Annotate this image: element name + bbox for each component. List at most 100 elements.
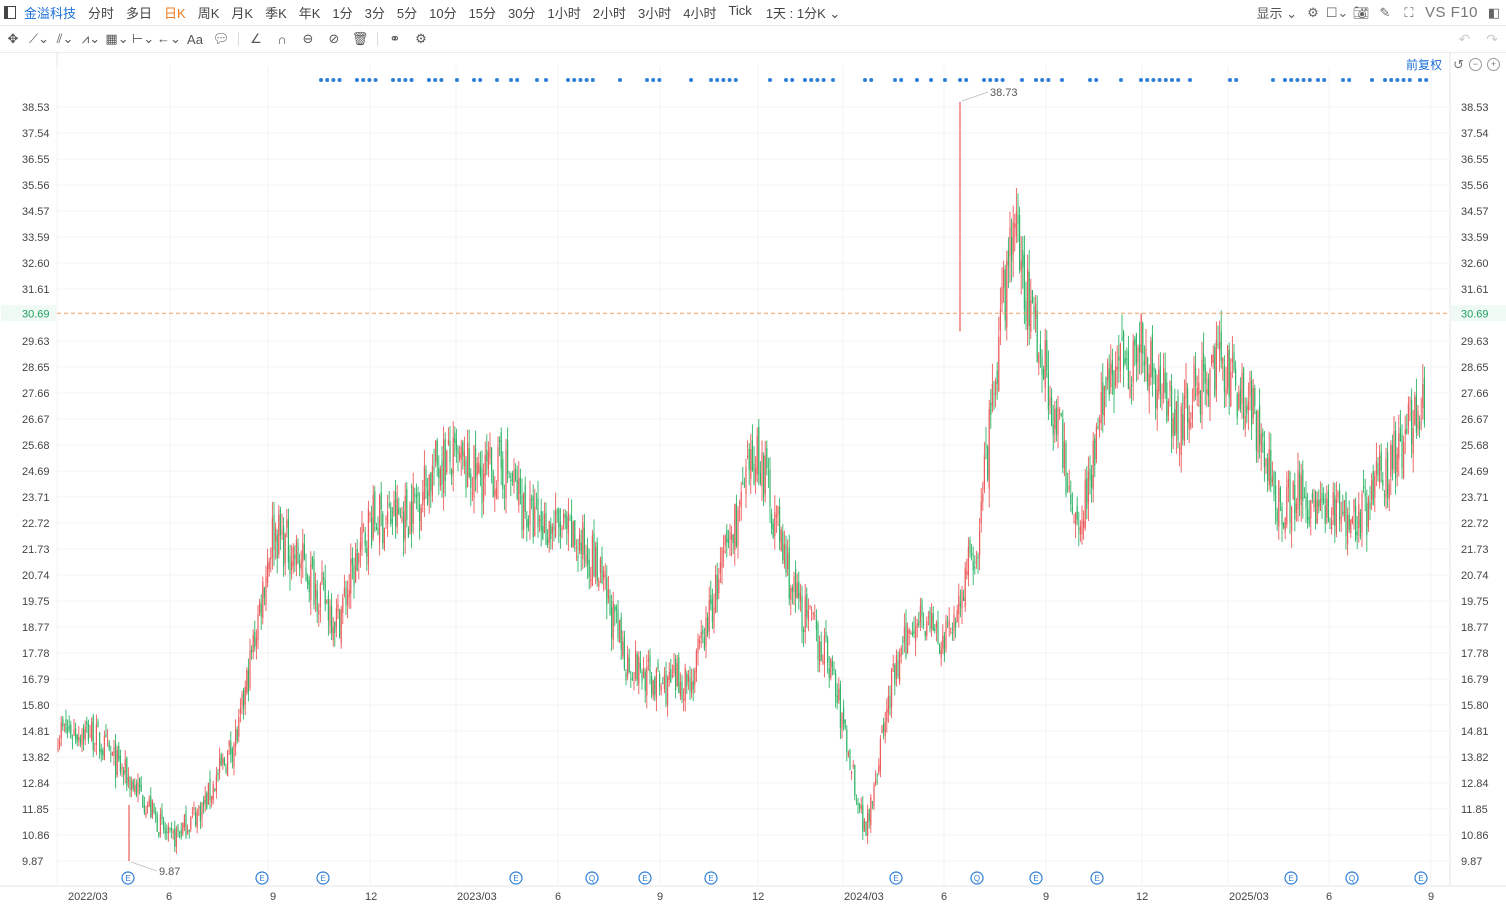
signal-dot[interactable] bbox=[915, 78, 919, 82]
signal-dot[interactable] bbox=[831, 78, 835, 82]
signal-dot[interactable] bbox=[325, 78, 330, 82]
signal-dot[interactable] bbox=[733, 78, 738, 82]
event-marker[interactable]: E bbox=[642, 874, 647, 883]
tab-period-1[interactable]: 多日 bbox=[126, 6, 153, 21]
event-marker-ring[interactable] bbox=[1345, 871, 1359, 885]
signal-dot[interactable] bbox=[578, 78, 583, 82]
signal-dot[interactable] bbox=[651, 78, 656, 82]
undo-icon[interactable]: ↶ bbox=[1458, 30, 1471, 47]
signal-dot[interactable] bbox=[1170, 78, 1174, 82]
fib-tool-icon[interactable]: ▦⌄ bbox=[105, 31, 129, 46]
event-marker[interactable]: E bbox=[320, 874, 325, 883]
tab-period-2[interactable]: 日K bbox=[164, 6, 186, 21]
signal-dot[interactable] bbox=[618, 78, 622, 82]
tab-period-12[interactable]: 30分 bbox=[508, 6, 536, 21]
signal-dot[interactable] bbox=[1040, 78, 1045, 82]
event-marker[interactable]: Q bbox=[974, 874, 980, 883]
signal-dot[interactable] bbox=[472, 78, 476, 82]
event-marker[interactable]: E bbox=[1033, 874, 1038, 883]
event-marker-ring[interactable] bbox=[889, 871, 903, 885]
tab-period-16[interactable]: 4小时 bbox=[683, 6, 717, 21]
fullscreen-icon[interactable]: ⛶ bbox=[1404, 4, 1414, 20]
signal-dot[interactable] bbox=[689, 78, 693, 82]
signal-dot[interactable] bbox=[899, 78, 904, 82]
signal-dot[interactable] bbox=[727, 78, 732, 82]
channel-tool-icon[interactable]: ⫽⌄ bbox=[56, 31, 74, 46]
signal-dot[interactable] bbox=[1234, 78, 1239, 82]
signal-dot[interactable] bbox=[657, 78, 662, 82]
signal-dot[interactable] bbox=[1094, 78, 1099, 82]
zoom-out-icon[interactable]: − bbox=[1469, 57, 1482, 71]
signal-dot[interactable] bbox=[958, 78, 962, 82]
event-marker-ring[interactable] bbox=[1414, 871, 1428, 885]
signal-dot[interactable] bbox=[715, 78, 720, 82]
signal-dot[interactable] bbox=[1307, 78, 1312, 82]
stock-name[interactable]: 金溢科技 bbox=[24, 6, 77, 21]
range-selector[interactable]: 1天 : 1分K ⌄ bbox=[765, 6, 841, 21]
signal-dot[interactable] bbox=[790, 78, 795, 82]
signal-dot[interactable] bbox=[1383, 78, 1387, 82]
signal-dot[interactable] bbox=[478, 78, 483, 82]
signal-dot[interactable] bbox=[815, 78, 820, 82]
tab-period-6[interactable]: 年K bbox=[298, 6, 321, 21]
signal-dot[interactable] bbox=[1370, 78, 1374, 82]
signal-dot[interactable] bbox=[768, 78, 772, 82]
event-marker-ring[interactable] bbox=[585, 871, 599, 885]
tab-period-4[interactable]: 月K bbox=[231, 6, 254, 21]
signal-dot[interactable] bbox=[645, 78, 649, 82]
signal-dot[interactable] bbox=[1395, 78, 1400, 82]
signal-dot[interactable] bbox=[863, 78, 867, 82]
signal-dot[interactable] bbox=[427, 78, 431, 82]
signal-dot[interactable] bbox=[1407, 78, 1412, 82]
signal-dot[interactable] bbox=[367, 78, 372, 82]
magnet-icon[interactable]: ∩ bbox=[277, 31, 287, 47]
display-dropdown[interactable]: 显示 ⌄ bbox=[1256, 6, 1297, 21]
delete-drawing-icon[interactable]: 🗑︎ bbox=[351, 31, 369, 46]
event-marker-ring[interactable] bbox=[255, 871, 269, 885]
signal-dot[interactable] bbox=[1289, 78, 1294, 82]
signal-dot[interactable] bbox=[809, 78, 814, 82]
signal-dot[interactable] bbox=[929, 78, 933, 82]
signal-dot[interactable] bbox=[1145, 78, 1150, 82]
signal-dot[interactable] bbox=[566, 78, 570, 82]
layout-icon[interactable]: ☐⌄ bbox=[1325, 4, 1349, 20]
event-marker-ring[interactable] bbox=[1029, 871, 1043, 885]
signal-dot[interactable] bbox=[869, 78, 874, 82]
signal-dot[interactable] bbox=[1271, 78, 1275, 82]
panel-right-icon[interactable]: ◧ bbox=[1487, 4, 1501, 20]
adjust-mode-label[interactable]: 前复权 bbox=[1405, 57, 1442, 72]
signal-dot[interactable] bbox=[397, 78, 402, 82]
signal-dot[interactable] bbox=[433, 78, 438, 82]
signal-dot[interactable] bbox=[1424, 78, 1429, 82]
event-marker[interactable]: E bbox=[125, 874, 130, 883]
signal-dot[interactable] bbox=[1139, 78, 1143, 82]
event-marker[interactable]: E bbox=[893, 874, 898, 883]
sidebar-toggle-icon[interactable] bbox=[4, 6, 16, 19]
event-marker-ring[interactable] bbox=[509, 871, 523, 885]
signal-dot[interactable] bbox=[1401, 78, 1406, 82]
tab-period-3[interactable]: 周K bbox=[197, 6, 220, 21]
tab-period-9[interactable]: 5分 bbox=[396, 6, 418, 21]
vs-f10-link[interactable]: VS F10 bbox=[1424, 4, 1478, 21]
pencil-icon[interactable]: ✎ bbox=[1379, 4, 1391, 20]
signal-dot[interactable] bbox=[1157, 78, 1162, 82]
event-marker-ring[interactable] bbox=[121, 871, 135, 885]
tab-period-11[interactable]: 15分 bbox=[468, 6, 497, 21]
signal-dot[interactable] bbox=[994, 78, 999, 82]
wave-tool-icon[interactable]: ⩘⌄ bbox=[81, 31, 101, 46]
angle-tool-icon[interactable]: ∠ bbox=[250, 31, 262, 46]
hide-drawing-icon[interactable]: ⊘ bbox=[328, 31, 340, 46]
tab-period-13[interactable]: 1小时 bbox=[547, 6, 581, 21]
tab-period-10[interactable]: 10分 bbox=[429, 6, 457, 21]
signal-dot[interactable] bbox=[1418, 78, 1422, 82]
text-tool-icon[interactable]: Aa bbox=[187, 31, 203, 47]
signal-dot[interactable] bbox=[1341, 78, 1345, 82]
signal-dot[interactable] bbox=[535, 78, 539, 82]
tab-period-15[interactable]: 3小时 bbox=[637, 6, 672, 21]
zoom-in-icon[interactable]: + bbox=[1487, 57, 1500, 71]
tab-period-14[interactable]: 2小时 bbox=[592, 6, 626, 21]
event-marker[interactable]: E bbox=[513, 874, 518, 883]
signal-dot[interactable] bbox=[1020, 78, 1024, 82]
move-icon[interactable]: ✥ bbox=[7, 31, 19, 46]
